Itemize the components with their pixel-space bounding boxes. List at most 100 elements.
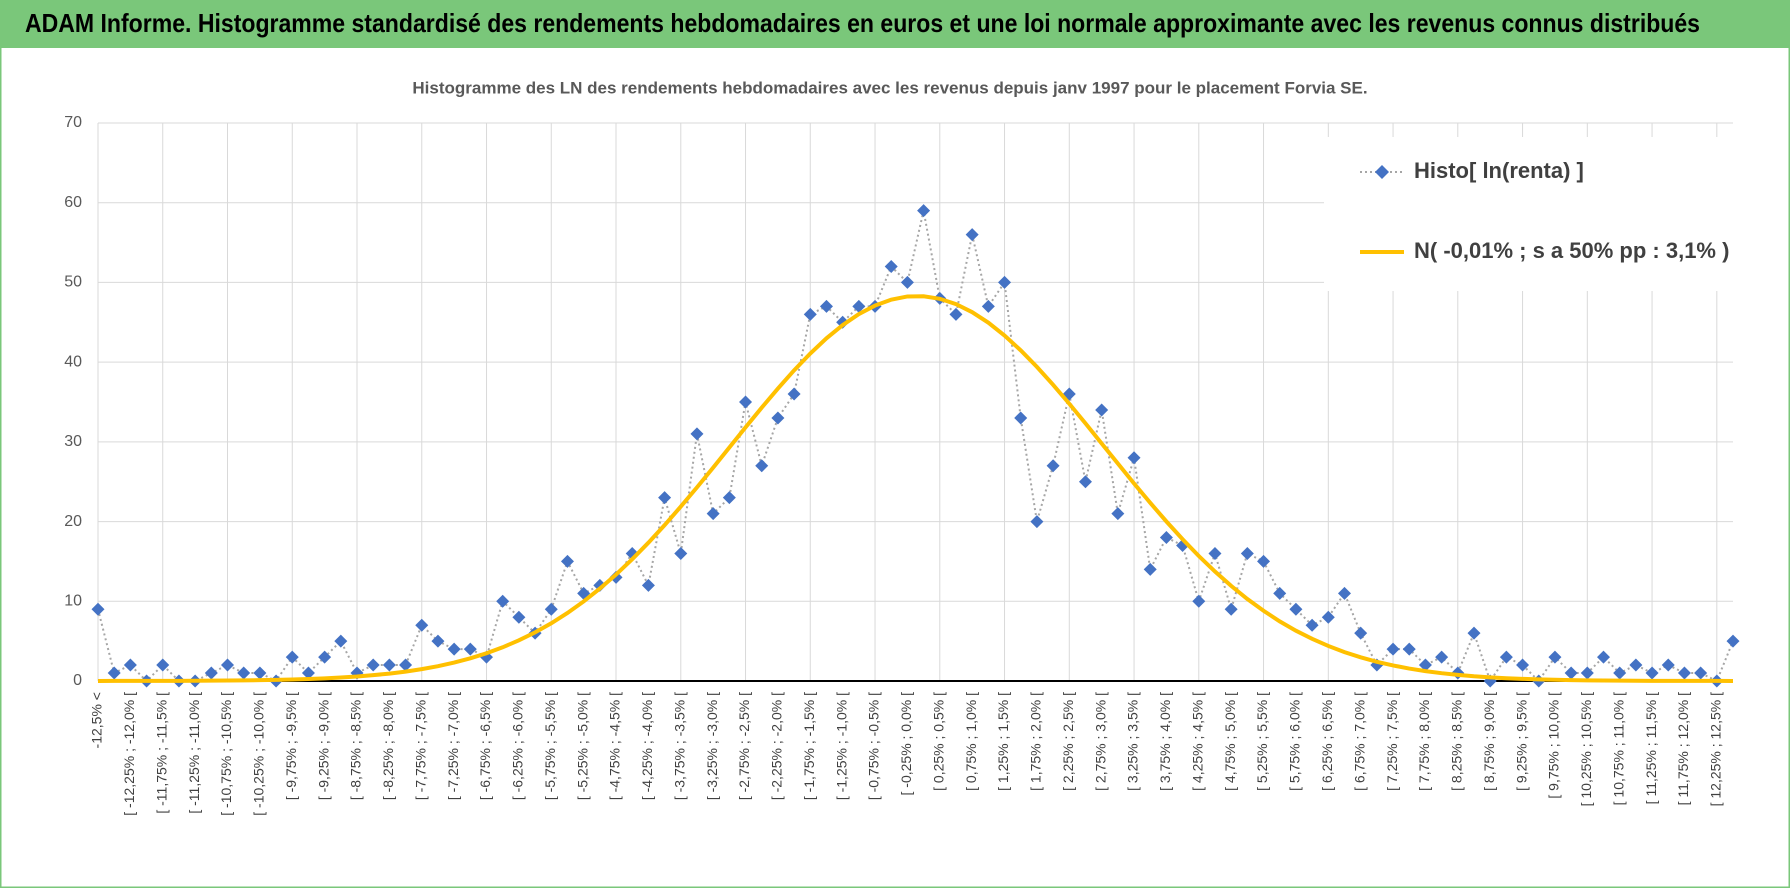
point — [1596, 650, 1610, 664]
x-tick-label: [ 4,25% ; 4,5% [ — [1189, 692, 1205, 791]
legend-label: Histo[ ln(renta) ] — [1414, 158, 1584, 183]
point — [1321, 610, 1335, 624]
point — [884, 259, 898, 273]
x-tick-label: [ -10,75% ; -10,5% [ — [218, 692, 234, 816]
point — [739, 395, 753, 409]
point — [1143, 562, 1157, 576]
y-tick-label: 60 — [64, 194, 82, 211]
point — [1240, 546, 1254, 560]
x-tick-label: [ 12,25% ; 12,5% [ — [1708, 692, 1724, 807]
x-tick-label: [ 4,75% ; 5,0% [ — [1222, 692, 1238, 791]
point — [1014, 411, 1028, 425]
x-tick-label: [ -5,75% ; -5,5% [ — [542, 692, 558, 800]
x-tick-label: [ 9,25% ; 9,5% [ — [1513, 692, 1529, 791]
point — [771, 411, 785, 425]
point — [431, 634, 445, 648]
point — [641, 578, 655, 592]
x-tick-label: [ 5,25% ; 5,5% [ — [1254, 692, 1270, 791]
x-tick-label: [ 2,25% ; 2,5% [ — [1060, 692, 1076, 791]
point — [722, 491, 736, 505]
point — [123, 658, 137, 672]
point — [1613, 666, 1627, 680]
point — [156, 658, 170, 672]
chart-title: Histogramme des LN des rendements hebdom… — [412, 78, 1367, 97]
x-tick-label: [ 7,25% ; 7,5% [ — [1384, 692, 1400, 791]
point — [560, 554, 574, 568]
x-tick-label: [ 0,25% ; 0,5% [ — [930, 692, 946, 791]
point — [512, 610, 526, 624]
point — [1078, 475, 1092, 489]
point — [1305, 618, 1319, 632]
point — [221, 658, 235, 672]
point — [1726, 634, 1740, 648]
legend-label: N( -0,01% ; s a 50% pp : 3,1% ) — [1414, 238, 1729, 263]
x-tick-label: [ 0,75% ; 1,0% [ — [963, 692, 979, 791]
point — [1273, 586, 1287, 600]
point — [1580, 666, 1594, 680]
point — [1046, 459, 1060, 473]
point — [755, 459, 769, 473]
x-tick-label: [ -1,75% ; -1,5% [ — [801, 692, 817, 800]
x-tick-label: [ 7,75% ; 8,0% [ — [1416, 692, 1432, 791]
point — [1127, 451, 1141, 465]
x-tick-label: [ 6,75% ; 7,0% [ — [1351, 692, 1367, 791]
x-tick-label: [ -9,75% ; -9,5% [ — [283, 692, 299, 800]
y-tick-label: 20 — [64, 513, 82, 530]
x-tick-label: [ 1,75% ; 2,0% [ — [1028, 692, 1044, 791]
point — [318, 650, 332, 664]
point — [301, 666, 315, 680]
point — [1564, 666, 1578, 680]
point — [399, 658, 413, 672]
point — [1289, 602, 1303, 616]
y-tick-label: 70 — [64, 114, 82, 131]
point — [1386, 642, 1400, 656]
point — [1224, 602, 1238, 616]
point — [819, 299, 833, 313]
point — [1337, 586, 1351, 600]
x-tick-label: [ -2,25% ; -2,0% [ — [769, 692, 785, 800]
point — [237, 666, 251, 680]
x-tick-label: [ 1,25% ; 1,5% [ — [995, 692, 1011, 791]
point — [544, 602, 558, 616]
point — [1661, 658, 1675, 672]
point — [690, 427, 704, 441]
x-tick-label: [ -8,75% ; -8,5% [ — [348, 692, 364, 800]
x-tick-label: [ -7,75% ; -7,5% [ — [412, 692, 428, 800]
point — [285, 650, 299, 664]
point — [415, 618, 429, 632]
point — [107, 666, 121, 680]
y-tick-label: 0 — [73, 672, 82, 689]
x-tick-label: [ 6,25% ; 6,5% [ — [1319, 692, 1335, 791]
plot — [91, 204, 1740, 688]
y-tick-label: 40 — [64, 353, 82, 370]
point — [998, 275, 1012, 289]
y-tick-label: 50 — [64, 274, 82, 291]
point — [366, 658, 380, 672]
point — [1159, 531, 1173, 545]
point — [1677, 666, 1691, 680]
x-tick-label: [ -7,25% ; -7,0% [ — [445, 692, 461, 800]
legend-marker — [1375, 165, 1389, 179]
point — [900, 275, 914, 289]
point — [803, 307, 817, 321]
point — [1354, 626, 1368, 640]
x-tick-label: [ -4,25% ; -4,0% [ — [639, 692, 655, 800]
x-tick-label: [ -3,25% ; -3,0% [ — [704, 692, 720, 800]
point — [1208, 546, 1222, 560]
header-title: ADAM Informe. Histogramme standardisé de… — [25, 8, 1700, 38]
point — [1516, 658, 1530, 672]
point — [981, 299, 995, 313]
x-tick-label: [ 10,75% ; 11,0% [ — [1610, 692, 1626, 805]
point — [1192, 594, 1206, 608]
x-tick-label: [ -12,25% ; -12,0% [ — [121, 692, 137, 816]
point — [852, 299, 866, 313]
point — [787, 387, 801, 401]
legend-box — [1324, 137, 1734, 291]
point — [1548, 650, 1562, 664]
point — [1030, 515, 1044, 529]
x-tick-label: [ 2,75% ; 3,0% [ — [1092, 692, 1108, 791]
x-tick-label: [ -0,25% ; 0,0% [ — [898, 692, 914, 796]
x-tick-label: [ 11,25% ; 11,5% [ — [1643, 692, 1659, 804]
x-tick-label: [ 9,75% ; 10,0% [ — [1546, 692, 1562, 799]
